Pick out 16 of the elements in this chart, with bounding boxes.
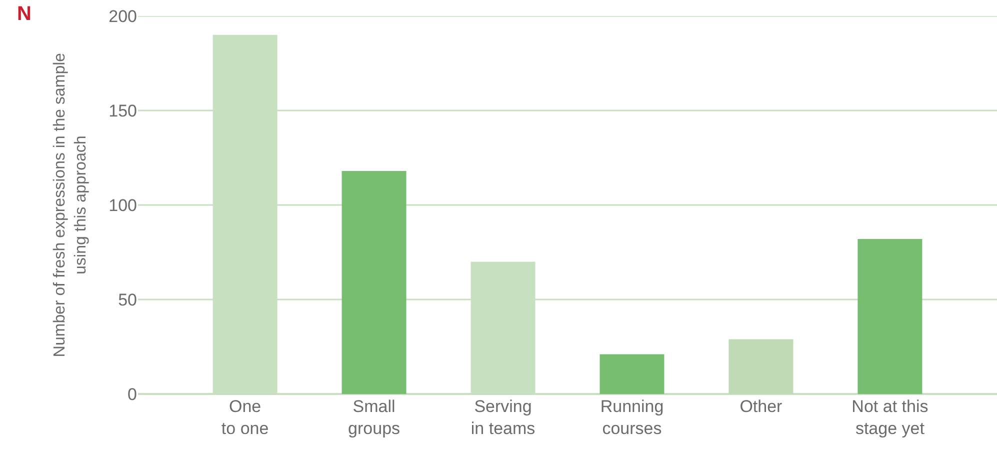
y-tick-label: 50: [118, 290, 137, 310]
bar: [858, 239, 922, 394]
y-tick-label: 150: [108, 101, 137, 120]
x-tick-label: Serving in teams: [470, 397, 536, 438]
text: N: [17, 3, 32, 25]
x-tick-label: One to one: [221, 397, 269, 438]
y-tick-label: 0: [128, 384, 137, 404]
y-tick-label: 100: [108, 196, 137, 215]
y-axis-title: Number of fresh expressions in the sample using this approach: [52, 52, 90, 358]
x-tick-label: Small groups: [348, 397, 400, 438]
x-tick-label: Other: [740, 397, 783, 416]
x-tick-label: Running courses: [600, 397, 664, 438]
y-tick-label: 200: [108, 6, 137, 26]
x-tick-label: Not at this stage yet: [852, 397, 928, 438]
bar: [342, 170, 406, 394]
bar: [600, 354, 664, 394]
